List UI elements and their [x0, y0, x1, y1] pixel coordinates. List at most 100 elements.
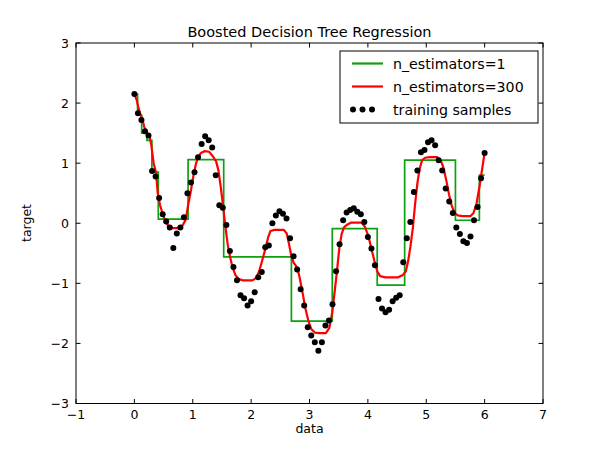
training-sample-dot [227, 248, 233, 254]
training-sample-dot [429, 137, 435, 143]
training-sample-dot [375, 296, 381, 302]
training-sample-dot [280, 211, 286, 217]
training-sample-dot [255, 274, 261, 280]
legend: n_estimators=1 n_estimators=300 training… [340, 51, 538, 123]
training-sample-dot [269, 220, 275, 226]
training-sample-dot [453, 224, 459, 230]
training-sample-dot [407, 219, 413, 225]
training-sample-dot [450, 210, 456, 216]
training-sample-dot [400, 259, 406, 265]
training-sample-dot [315, 348, 321, 354]
training-sample-dot [252, 289, 258, 295]
y-tick-label: −2 [51, 336, 69, 351]
training-sample-dot [230, 264, 236, 270]
training-sample-dot [421, 147, 427, 153]
training-sample-dot [298, 286, 304, 292]
training-sample-dot [365, 234, 371, 240]
training-sample-dot [443, 185, 449, 191]
training-sample-dot [308, 333, 314, 339]
training-sample-dot [358, 211, 364, 217]
figure: Boosted Decision Tree Regression −1 0 1 2 3 4… [0, 0, 602, 449]
x-axis-label: data [295, 421, 323, 436]
x-tick-label: 2 [247, 407, 255, 422]
y-tick-label: 3 [61, 36, 69, 51]
training-sample-dot [305, 324, 311, 330]
training-sample-dot [177, 224, 183, 230]
training-sample-dot [241, 295, 247, 301]
training-sample-dot [312, 339, 318, 345]
training-sample-dot [234, 277, 240, 283]
legend-dots-swatch [350, 107, 375, 113]
training-sample-dot [160, 211, 166, 217]
x-tick-label: 3 [306, 407, 314, 422]
x-tick-label: 1 [189, 407, 197, 422]
training-sample-dot [411, 189, 417, 195]
training-sample-dot [220, 205, 226, 211]
training-sample-dot [319, 339, 325, 345]
training-sample-dot [475, 204, 481, 210]
training-sample-dot [209, 145, 215, 151]
n-estimators-300-curve [134, 94, 484, 333]
training-sample-dot [167, 224, 173, 230]
training-sample-dot [259, 269, 265, 275]
training-sample-dot [294, 267, 300, 273]
training-sample-dot [301, 303, 307, 309]
training-sample-dot [184, 190, 190, 196]
training-sample-dot [174, 230, 180, 236]
training-sample-dot [333, 268, 339, 274]
training-sample-dot [439, 167, 445, 173]
training-sample-dot [138, 117, 144, 123]
training-sample-dot [471, 217, 477, 223]
training-sample-dot [340, 217, 346, 223]
legend-label-training-samples: training samples [393, 102, 511, 118]
training-sample-dot [436, 157, 442, 163]
training-sample-dot [291, 253, 297, 259]
training-sample-dot [478, 175, 484, 181]
training-sample-dot [361, 219, 367, 225]
legend-dot [350, 107, 356, 113]
x-tick-label: 0 [130, 407, 138, 422]
training-sample-dot [482, 150, 488, 156]
y-axis-label: target [19, 204, 34, 242]
training-sample-dot [213, 172, 219, 178]
training-sample-dot [467, 233, 473, 239]
training-sample-dot [446, 199, 452, 205]
chart-canvas: Boosted Decision Tree Regression −1 0 1 2 3 4… [0, 0, 602, 449]
training-sample-dot [284, 215, 290, 221]
x-tick-label: 4 [364, 407, 372, 422]
training-sample-dot [326, 318, 332, 324]
legend-label-n-estimators-1: n_estimators=1 [393, 56, 506, 72]
training-sample-dot [153, 173, 159, 179]
y-tick-label: −1 [51, 276, 69, 291]
training-sample-dot [372, 262, 378, 268]
training-sample-dot [146, 133, 152, 139]
legend-dot [369, 107, 375, 113]
training-sample-dot [163, 218, 169, 224]
training-sample-dot [464, 240, 470, 246]
training-sample-dot [156, 195, 162, 201]
x-tick-label: −1 [67, 407, 85, 422]
y-tick-label: 2 [61, 96, 69, 111]
training-sample-dot [329, 301, 335, 307]
x-tick-label: 6 [481, 407, 489, 422]
training-sample-dot [337, 241, 343, 247]
training-sample-dot [131, 91, 137, 97]
training-sample-dot [266, 242, 272, 248]
training-sample-dot [368, 245, 374, 251]
training-sample-dot [195, 154, 201, 160]
legend-label-n-estimators-300: n_estimators=300 [393, 79, 524, 95]
training-sample-dot [192, 169, 198, 175]
chart-title: Boosted Decision Tree Regression [187, 24, 431, 40]
training-sample-dot [223, 222, 229, 228]
training-sample-dot [188, 179, 194, 185]
training-sample-dot [322, 322, 328, 328]
training-sample-dot [170, 245, 176, 251]
legend-dot [360, 107, 366, 113]
training-sample-dot [135, 110, 141, 116]
y-tick-label: −3 [51, 396, 69, 411]
training-sample-dot [397, 292, 403, 298]
training-sample-dot [414, 167, 420, 173]
x-tick-label: 7 [539, 407, 547, 422]
training-sample-dot [386, 307, 392, 313]
training-sample-dot [199, 141, 205, 147]
